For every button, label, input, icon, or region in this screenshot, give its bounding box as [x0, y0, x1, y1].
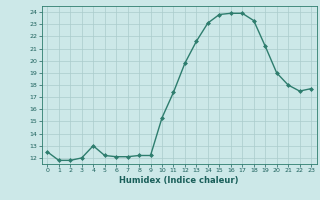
X-axis label: Humidex (Indice chaleur): Humidex (Indice chaleur): [119, 176, 239, 185]
